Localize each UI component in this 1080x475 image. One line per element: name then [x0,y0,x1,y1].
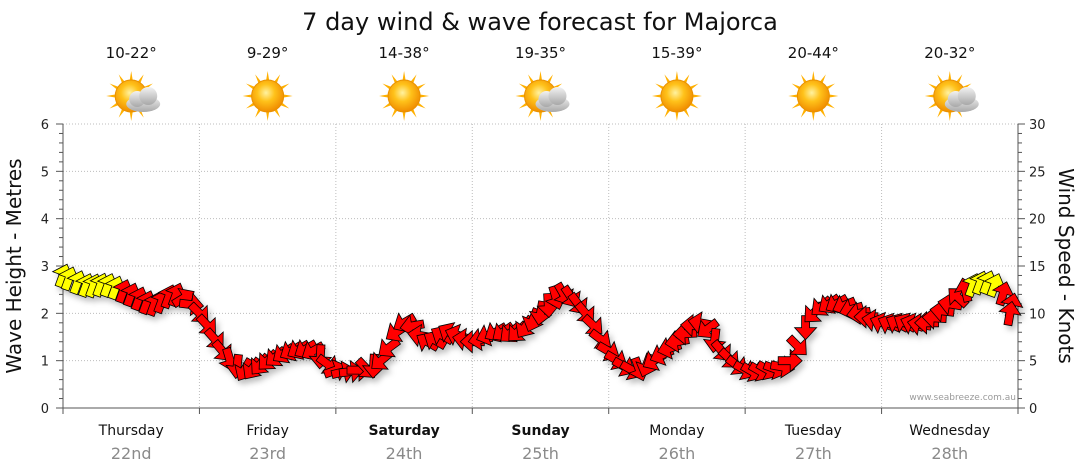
left-tick-label: 5 [41,165,49,180]
day-temperature: 20-44° [788,44,839,62]
day-date: 28th [931,444,968,463]
left-tick-label: 0 [41,402,49,417]
day-date: 22nd [111,444,152,463]
right-tick-label: 5 [1029,355,1037,370]
partly-cloudy-icon [515,71,570,121]
wind-arrow [588,328,611,349]
day-temperature: 9-29° [247,44,289,62]
day-date: 26th [659,444,696,463]
right-tick-label: 25 [1029,165,1046,180]
right-tick-label: 30 [1029,118,1046,133]
wind-arrow-shape [588,328,611,349]
partly-cloudy-icon [924,71,979,121]
day-temperature: 19-35° [515,44,566,62]
left-tick-label: 4 [41,213,49,228]
left-tick-label: 2 [41,307,49,322]
sun-icon [379,71,430,121]
left-tick-label: 3 [41,260,49,275]
right-tick-label: 0 [1029,402,1037,417]
plot-grid [63,123,1018,408]
wind-arrow [581,313,603,334]
day-name: Wednesday [909,423,990,439]
right-axis-title: Wind Speed - Knots [1054,168,1078,364]
weather-icon-row [106,71,979,121]
day-date: 24th [386,444,423,463]
wind-arrow [777,348,803,373]
cloud-shape [944,87,979,112]
right-tick-label: 15 [1029,260,1046,275]
right-axis-ticks: 0 5 10 15 20 25 30 [1029,118,1046,417]
day-labels: Thursday 22nd Friday 23rd Saturday 24th Sunday… [98,423,991,463]
left-tick-label: 6 [41,118,49,133]
wind-arrows [51,263,1024,384]
day-temperature: 10-22° [106,44,157,62]
wind-arrow [998,300,1022,327]
day-temperature: 15-39° [651,44,702,62]
cloud-shape [535,87,570,112]
day-temperature: 14-38° [379,44,430,62]
day-name: Saturday [368,423,439,439]
left-tick-label: 1 [41,355,49,370]
right-tick-label: 10 [1029,307,1046,322]
day-date: 27th [795,444,832,463]
wind-arrow [914,310,939,335]
cloud-shape [126,87,161,112]
right-tick-label: 20 [1029,213,1046,228]
watermark: www.seabreeze.com.au [909,393,1016,403]
day-name: Monday [649,423,704,439]
day-name: Thursday [98,423,164,439]
day-name: Friday [246,423,288,439]
left-axis-ticks: 0 1 2 3 4 5 6 [41,118,49,417]
sun-icon [651,71,702,121]
day-date: 25th [522,444,559,463]
day-name: Sunday [511,423,569,439]
temperature-row: 10-22° 9-29° 14-38° 19-35° 15-39° 20-44° 20-32… [106,44,976,62]
left-axis-title: Wave Height - Metres [2,158,26,373]
sun-icon [788,71,839,121]
wind-arrow-shape [777,348,803,373]
wind-arrow-shape [998,300,1022,327]
day-date: 23rd [249,444,286,463]
chart-title: 7 day wind & wave forecast for Majorca [302,8,778,36]
wind-arrow-shape [914,310,939,335]
day-name: Tuesday [784,423,842,439]
partly-cloudy-icon [106,71,161,121]
plot-axes [56,123,1025,414]
wind-arrow-shape [581,313,603,334]
day-temperature: 20-32° [924,44,975,62]
sun-icon [242,71,293,121]
